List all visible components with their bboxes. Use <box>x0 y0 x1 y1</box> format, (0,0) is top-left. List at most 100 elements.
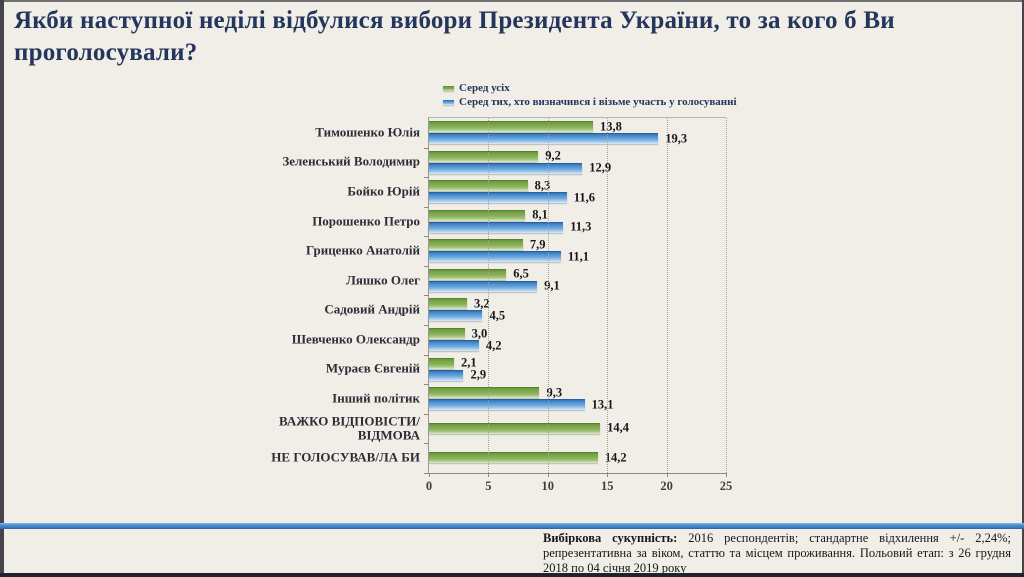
value-label: 13,1 <box>591 397 614 412</box>
gridline <box>666 118 668 473</box>
legend-item: Серед усіх <box>443 81 737 95</box>
value-label: 11,1 <box>567 249 590 264</box>
legend-item: Серед тих, хто визначився і візьме участ… <box>443 95 737 109</box>
category-label: Ляшко Олег <box>346 272 420 288</box>
footer-text: 2016 респондентів; стандартне відхилення… <box>543 531 1011 575</box>
chart-legend: Серед усіх Серед тих, хто визначився і ві… <box>443 81 737 109</box>
x-axis-tick <box>547 473 549 477</box>
chart-row: НЕ ГОЛОСУВАВ/ЛА БИ 14,2 <box>271 443 726 474</box>
x-axis-tick <box>726 473 727 477</box>
slide-left-edge <box>0 0 4 577</box>
bottom-bar <box>0 573 1024 577</box>
bar-among-all: 13,8 <box>429 119 622 133</box>
chart-row: Тимошенко Юлія 13,8 19,3 <box>315 118 726 149</box>
value-label: 7,9 <box>529 237 546 252</box>
bar-among-decided: 4,5 <box>429 308 505 322</box>
bar-among-all: 14,2 <box>429 450 627 464</box>
bar-among-decided: 11,6 <box>429 190 595 204</box>
bar-among-decided: 11,1 <box>429 249 589 263</box>
value-label: 19,3 <box>665 131 688 145</box>
x-axis-label: 0 <box>425 479 433 493</box>
slide-right-edge <box>1022 0 1024 577</box>
category-label: Гриценко Анатолій <box>306 242 420 258</box>
gridline <box>726 118 727 473</box>
legend-label: Серед тих, хто визначився і візьме участ… <box>459 96 737 108</box>
divider-line <box>0 523 1024 529</box>
page-title: Якби наступної неділі відбулися вибори П… <box>14 7 895 66</box>
x-axis-tick <box>488 473 490 477</box>
gridline <box>607 118 609 473</box>
bar-among-all: 14,4 <box>429 421 629 435</box>
chart-row: Садовий Андрій 3,2 4,5 <box>324 295 726 326</box>
category-label: Шевченко Олександр <box>291 331 420 347</box>
category-label: Мураєв Євгеній <box>325 361 420 377</box>
value-label: 6,5 <box>513 266 529 281</box>
category-label: Зеленський Володимир <box>282 154 420 170</box>
value-label: 4,2 <box>485 338 502 353</box>
legend-label: Серед усіх <box>459 82 510 94</box>
legend-marker-icon <box>443 99 454 105</box>
chart-row: Шевченко Олександр 3,0 4,2 <box>292 325 726 356</box>
chart-row: Ляшко Олег 6,5 9,1 <box>346 266 726 297</box>
gridline <box>488 118 490 473</box>
bar-among-all: 2,1 <box>429 356 477 370</box>
value-label: 3,2 <box>474 296 490 311</box>
bar-among-decided: 19,3 <box>429 131 687 145</box>
category-label: Тимошенко Юлія <box>315 124 420 140</box>
chart-row: Мураєв Євгеній 2,1 2,9 <box>326 355 726 385</box>
value-label: 14,2 <box>604 450 627 465</box>
value-label: 11,6 <box>573 190 595 205</box>
value-label: 13,8 <box>599 119 622 133</box>
bar-among-all: 8,3 <box>429 178 550 192</box>
bar-among-all: 3,2 <box>429 296 490 310</box>
value-label: 11,3 <box>570 219 592 234</box>
chart-row: Гриценко Анатолій 7,9 11,1 <box>306 236 726 267</box>
chart-row: Порошенко Петро 8,1 11,3 <box>312 207 726 237</box>
bar-among-decided: 13,1 <box>429 397 614 411</box>
category-label: НЕ ГОЛОСУВАВ/ЛА БИ <box>271 449 420 465</box>
value-label: 14,4 <box>607 420 629 435</box>
value-label: 9,2 <box>545 148 561 163</box>
footer-note: Вибіркова сукупність: 2016 респондентів;… <box>543 531 1011 575</box>
bar-among-all: 8,1 <box>429 208 548 222</box>
chart-row: Зеленський Володимир 9,2 12,9 <box>282 148 726 178</box>
bar-among-decided: 9,1 <box>429 279 560 293</box>
x-axis-label: 25 <box>719 479 733 493</box>
value-label: 8,3 <box>534 178 551 193</box>
chart-row: Бойко Юрій 8,3 11,6 <box>347 177 726 208</box>
value-label: 2,1 <box>460 355 477 370</box>
bar-among-all: 9,2 <box>429 149 561 163</box>
category-label: Інший політик <box>332 390 420 406</box>
gridline <box>547 118 549 473</box>
x-axis-tick <box>607 473 609 477</box>
bar-among-all: 7,9 <box>429 237 545 251</box>
bar-among-decided: 12,9 <box>429 161 611 175</box>
value-label: 9,3 <box>546 385 563 400</box>
bar-among-decided: 11,3 <box>429 220 591 234</box>
value-label: 3,0 <box>471 326 488 341</box>
chart-plot: Тимошенко Юлія 13,8 19,3 Зеленський Володим… <box>271 117 732 493</box>
bar-among-decided: 4,2 <box>429 338 502 352</box>
legend-marker-icon <box>443 85 454 91</box>
value-label: 8,1 <box>532 207 548 222</box>
category-label: Садовий Андрій <box>324 301 420 317</box>
value-label: 9,1 <box>544 278 560 293</box>
bar-among-all: 9,3 <box>429 385 562 399</box>
value-label: 2,9 <box>470 367 487 382</box>
x-axis-label: 10 <box>541 479 555 493</box>
category-label: Бойко Юрій <box>347 183 420 199</box>
category-label: Порошенко Петро <box>312 213 420 229</box>
slide-top-edge <box>0 0 1024 2</box>
bar-among-all: 6,5 <box>429 267 529 281</box>
chart-row: ВАЖКО ВІДПОВІСТИ/ ВІДМОВА 14,4 <box>279 413 726 444</box>
bar-among-decided: 2,9 <box>429 368 486 382</box>
x-axis-tick <box>666 473 668 477</box>
chart-row: Інший політик 9,3 13,1 <box>332 384 726 415</box>
x-axis-label: 20 <box>660 479 673 493</box>
x-axis-tick <box>429 473 430 477</box>
x-axis-label: 5 <box>485 479 492 493</box>
category-label: ВАЖКО ВІДПОВІСТИ/ ВІДМОВА <box>279 413 420 443</box>
value-label: 12,9 <box>589 160 612 175</box>
footer-label: Вибіркова сукупність: <box>543 531 678 545</box>
